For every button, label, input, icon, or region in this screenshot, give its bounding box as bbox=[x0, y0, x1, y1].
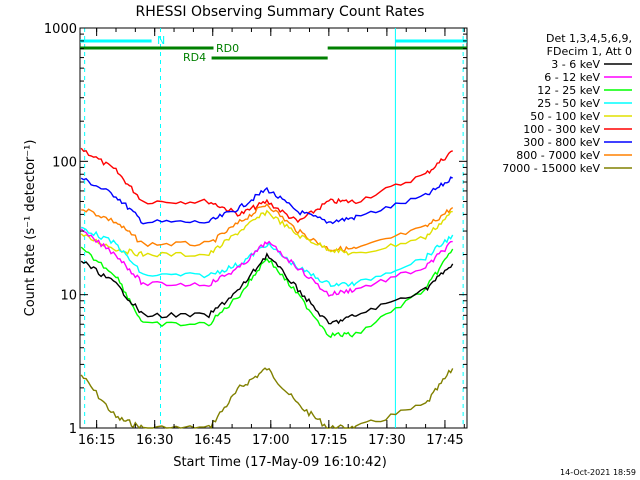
y-axis-label: Count Rate (s⁻¹ detector⁻¹) bbox=[23, 140, 38, 317]
series-line-5 bbox=[80, 209, 453, 258]
x-tick-label-4: 17:00 bbox=[252, 433, 289, 448]
x-tick-label-7: 17:45 bbox=[426, 433, 463, 448]
axes-layer: 1 10 100 1000 16:15 16:30 16:45 17:00 17:15 17:30… bbox=[44, 22, 467, 448]
chart-title: RHESSI Observing Summary Count Rates bbox=[136, 4, 425, 20]
legend-header-line-1: Det 1,3,4,5,6,9, bbox=[546, 32, 632, 45]
y-tick-label-10: 10 bbox=[60, 289, 77, 304]
legend-label-1: 3 - 6 keV bbox=[551, 58, 600, 71]
legend: Det 1,3,4,5,6,9, FDecim 1, Att 0 3 - 6 k… bbox=[502, 32, 632, 175]
legend-label-8: 800 - 7000 keV bbox=[516, 149, 600, 162]
x-tick-label-3: 16:45 bbox=[194, 433, 231, 448]
y-tick-label-1: 1 bbox=[69, 422, 77, 437]
legend-label-4: 25 - 50 keV bbox=[537, 97, 600, 110]
series-line-3 bbox=[80, 246, 454, 339]
x-tick-label-1: 16:15 bbox=[78, 433, 115, 448]
plot-frame bbox=[79, 27, 468, 429]
observing-overlay: N RD0 RD4 bbox=[80, 28, 467, 428]
legend-label-2: 6 - 12 keV bbox=[544, 71, 600, 84]
x-tick-label-6: 17:30 bbox=[368, 433, 405, 448]
series-line-7 bbox=[80, 176, 453, 225]
series-line-8 bbox=[81, 203, 454, 253]
series-line-1 bbox=[80, 252, 454, 325]
legend-header-line-2: FDecim 1, Att 0 bbox=[547, 45, 632, 58]
x-axis-label: Start Time (17-May-09 16:10:42) bbox=[173, 455, 387, 470]
annotation-n: N bbox=[157, 34, 165, 47]
x-tick-label-2: 16:30 bbox=[136, 433, 173, 448]
y-tick-label-1000: 1000 bbox=[44, 22, 77, 37]
legend-label-5: 50 - 100 keV bbox=[530, 110, 600, 123]
legend-label-7: 300 - 800 keV bbox=[523, 136, 600, 149]
series-line-9 bbox=[80, 367, 454, 430]
annotation-rd4: RD4 bbox=[183, 51, 206, 64]
annotation-rd0: RD0 bbox=[216, 42, 239, 55]
y-tick-label-100: 100 bbox=[52, 155, 77, 170]
legend-label-3: 12 - 25 keV bbox=[537, 84, 600, 97]
legend-label-9: 7000 - 15000 keV bbox=[502, 162, 600, 175]
series-layer bbox=[80, 147, 454, 430]
series-line-2 bbox=[80, 228, 453, 297]
footer-timestamp: 14-Oct-2021 18:59 bbox=[560, 468, 636, 477]
series-line-6 bbox=[80, 147, 453, 224]
series-line-4 bbox=[80, 226, 454, 287]
x-tick-label-5: 17:15 bbox=[310, 433, 347, 448]
legend-label-6: 100 - 300 keV bbox=[523, 123, 600, 136]
